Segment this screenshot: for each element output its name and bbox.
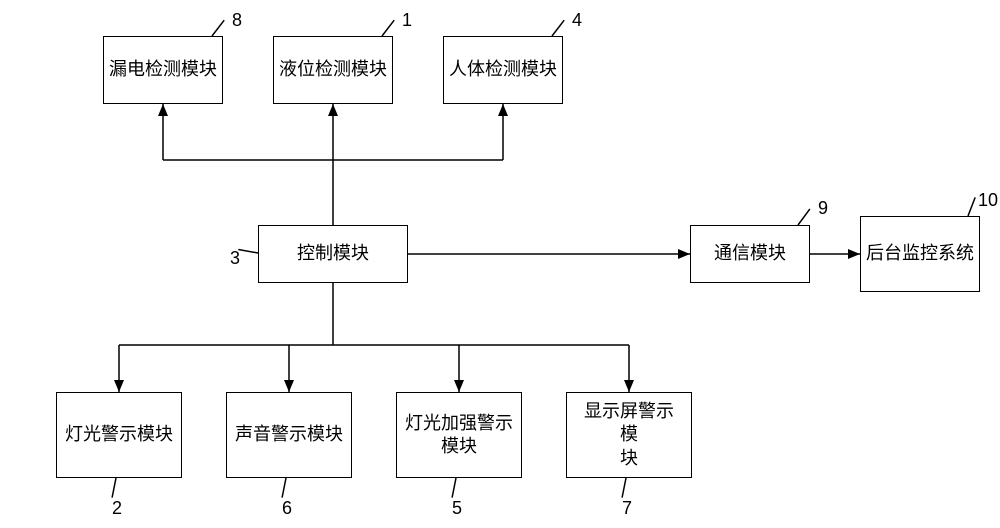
node-label: 漏电检测模块 xyxy=(109,58,217,81)
node-display-warn: 显示屏警示模块 xyxy=(566,392,692,478)
node-sound-warn: 声音警示模块 xyxy=(226,392,352,478)
callout-3: 3 xyxy=(230,248,240,269)
node-label: 显示屏警示模块 xyxy=(584,400,674,470)
callout-10: 10 xyxy=(978,190,998,211)
callout-9: 9 xyxy=(818,198,828,219)
node-comm: 通信模块 xyxy=(690,225,810,283)
node-light-strong: 灯光加强警示模块 xyxy=(396,392,522,478)
callout-6: 6 xyxy=(282,498,292,519)
node-label: 声音警示模块 xyxy=(235,423,343,446)
callout-2: 2 xyxy=(112,498,122,519)
callout-5: 5 xyxy=(452,498,462,519)
node-label: 人体检测模块 xyxy=(449,58,557,81)
callout-1: 1 xyxy=(402,10,412,31)
callout-8: 8 xyxy=(232,10,242,31)
node-label: 控制模块 xyxy=(297,242,369,265)
node-label: 液位检测模块 xyxy=(279,58,387,81)
node-level-detect: 液位检测模块 xyxy=(273,36,393,104)
node-light-warn: 灯光警示模块 xyxy=(56,392,182,478)
node-human-detect: 人体检测模块 xyxy=(443,36,563,104)
node-control: 控制模块 xyxy=(258,225,408,283)
callout-4: 4 xyxy=(572,10,582,31)
node-label: 通信模块 xyxy=(714,242,786,265)
node-backend: 后台监控系统 xyxy=(860,216,980,292)
node-label: 后台监控系统 xyxy=(866,242,974,265)
node-leakage-detect: 漏电检测模块 xyxy=(103,36,223,104)
node-label: 灯光警示模块 xyxy=(65,423,173,446)
node-label: 灯光加强警示模块 xyxy=(405,412,513,459)
callout-7: 7 xyxy=(622,498,632,519)
